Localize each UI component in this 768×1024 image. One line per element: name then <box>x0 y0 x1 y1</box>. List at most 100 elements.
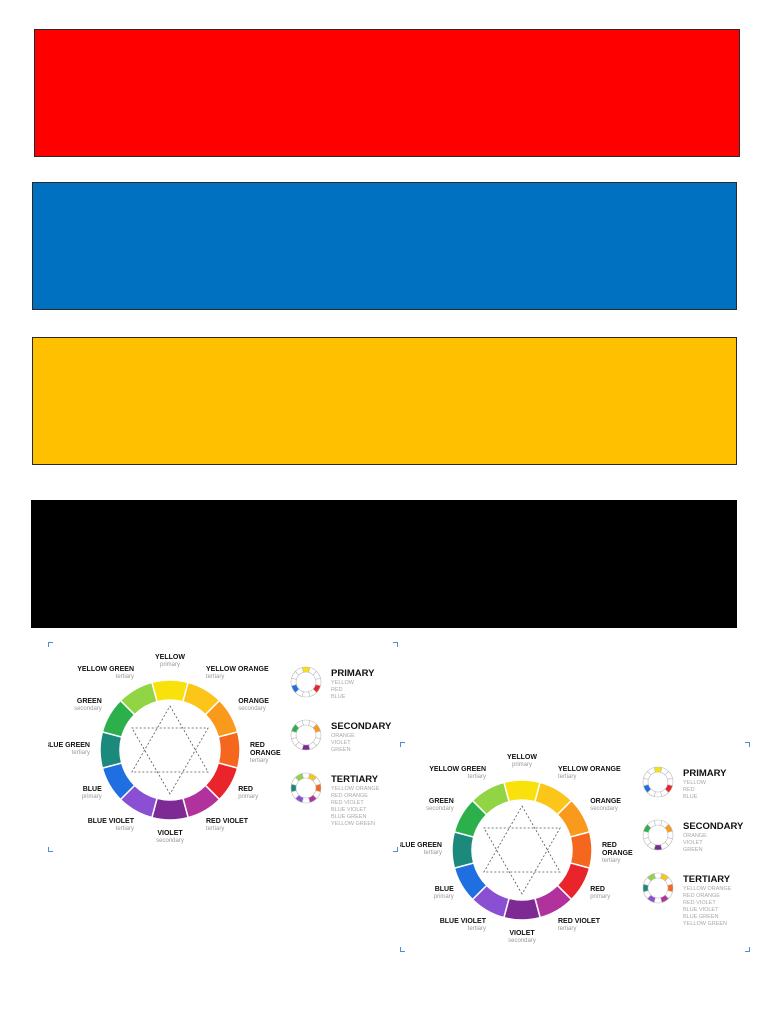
wheel-segment-blue-green <box>451 830 475 870</box>
wheel-sublabel-red-orange: tertiary <box>602 858 620 864</box>
wheel-segment-yellow <box>150 679 190 703</box>
color-wheel-image-1: YELLOW primary YELLOW ORANGE tertiary ORANGE… <box>48 642 398 852</box>
wheel-sublabel-blue-violet: tertiary <box>468 926 486 932</box>
legend-wheel-segment <box>646 767 656 776</box>
legend-title-tertiary: TERTIARY <box>683 874 731 885</box>
legend-item: YELLOW <box>683 780 707 786</box>
legend-item: ORANGE <box>331 733 355 739</box>
legend-wheel-segment <box>646 820 656 829</box>
legend-item: YELLOW GREEN <box>331 821 375 827</box>
wheel-label-blue-green: BLUE GREEN <box>400 842 442 849</box>
wheel-label-green: GREEN <box>429 798 454 805</box>
dashed-triangle <box>131 705 209 773</box>
wheel-segment-red-orange <box>217 730 241 770</box>
legend-item: ORANGE <box>683 833 707 839</box>
wheel-label-yellow-orange: YELLOW ORANGE <box>558 766 621 773</box>
wheel-label-blue: BLUE <box>83 786 102 793</box>
wheel-segment-red-orange <box>569 830 593 870</box>
wheel-sublabel-yellow-green: tertiary <box>116 674 134 680</box>
legend-item: RED ORANGE <box>683 893 720 899</box>
legend-item: BLUE <box>331 694 346 700</box>
legend-item: YELLOW GREEN <box>683 921 727 927</box>
wheel-label-blue-violet: BLUE VIOLET <box>88 818 135 825</box>
wheel-sublabel-blue: primary <box>434 894 454 900</box>
legend-item: RED <box>331 687 343 693</box>
wheel-sublabel-red: primary <box>238 794 258 800</box>
legend-item: YELLOW ORANGE <box>331 786 380 792</box>
black-band <box>31 500 737 628</box>
wheel-label-red-violet: RED VIOLET <box>206 818 249 825</box>
legend-title-secondary: SECONDARY <box>331 721 392 732</box>
legend-title-primary: PRIMARY <box>331 668 375 679</box>
legend-item: RED ORANGE <box>331 793 368 799</box>
wheel-sublabel-yellow: primary <box>512 762 532 768</box>
legend-item: BLUE GREEN <box>331 814 366 820</box>
wheel-label-yellow-orange: YELLOW ORANGE <box>206 666 269 673</box>
wheel-label-red-violet: RED VIOLET <box>558 918 601 925</box>
color-wheel-image-2: YELLOW primary YELLOW ORANGE tertiary ORANGE… <box>400 742 750 952</box>
legend-item: RED VIOLET <box>331 800 364 806</box>
wheel-label-orange: ORANGE <box>238 698 269 705</box>
wheel-segment-yellow <box>502 779 542 803</box>
legend-item: BLUE GREEN <box>683 914 718 920</box>
wheel-sublabel-blue: primary <box>82 794 102 800</box>
legend-wheel-segment <box>294 773 304 782</box>
wheel-label-violet: VIOLET <box>157 830 183 837</box>
wheel-label-red: RED <box>590 886 605 893</box>
wheel-segment-yellow-green <box>471 781 510 816</box>
wheel-label-red-orange: ORANGE <box>602 850 633 857</box>
legend-item: BLUE <box>683 794 698 800</box>
wheel-sublabel-violet: secondary <box>156 838 184 844</box>
wheel-sublabel-red-orange: tertiary <box>250 758 268 764</box>
red-band <box>34 29 740 157</box>
legend-item: VIOLET <box>331 740 351 746</box>
legend-item: BLUE VIOLET <box>683 907 719 913</box>
wheel-sublabel-yellow: primary <box>160 662 180 668</box>
wheel-sublabel-orange: secondary <box>238 706 266 712</box>
wheel-segment-yellow-green <box>119 681 158 716</box>
wheel-sublabel-orange: secondary <box>590 806 618 812</box>
wheel-label-yellow: YELLOW <box>507 754 537 761</box>
wheel-sublabel-blue-green: tertiary <box>424 850 442 856</box>
wheel-label-blue-green: BLUE GREEN <box>48 742 90 749</box>
wheel-label-red-orange: RED <box>250 742 265 749</box>
legend-wheel-segment <box>294 667 304 676</box>
blue-band <box>32 182 737 310</box>
dashed-triangle <box>131 727 209 795</box>
legend-title-secondary: SECONDARY <box>683 821 744 832</box>
wheel-sublabel-blue-violet: tertiary <box>116 826 134 832</box>
legend-item: YELLOW ORANGE <box>683 886 732 892</box>
wheel-label-violet: VIOLET <box>509 930 535 937</box>
wheel-label-red-orange: RED <box>602 842 617 849</box>
wheel-segment-violet <box>502 897 542 921</box>
wheel-label-yellow: YELLOW <box>155 654 185 661</box>
dashed-triangle <box>483 805 561 873</box>
legend-item: GREEN <box>331 747 351 753</box>
yellow-band <box>32 337 737 465</box>
legend-item: YELLOW <box>331 680 355 686</box>
wheel-sublabel-yellow-orange: tertiary <box>558 774 576 780</box>
legend-item: RED VIOLET <box>683 900 716 906</box>
legend-title-tertiary: TERTIARY <box>331 774 379 785</box>
wheel-label-yellow-green: YELLOW GREEN <box>429 766 486 773</box>
wheel-sublabel-green: secondary <box>74 706 102 712</box>
wheel-sublabel-yellow-green: tertiary <box>468 774 486 780</box>
wheel-sublabel-green: secondary <box>426 806 454 812</box>
wheel-label-orange: ORANGE <box>590 798 621 805</box>
wheel-sublabel-red-violet: tertiary <box>206 826 224 832</box>
wheel-sublabel-yellow-orange: tertiary <box>206 674 224 680</box>
wheel-label-green: GREEN <box>77 698 102 705</box>
legend-item: BLUE VIOLET <box>331 807 367 813</box>
wheel-label-red-orange: ORANGE <box>250 750 281 757</box>
wheel-sublabel-red-violet: tertiary <box>558 926 576 932</box>
legend-item: GREEN <box>683 847 703 853</box>
wheel-sublabel-red: primary <box>590 894 610 900</box>
wheel-label-red: RED <box>238 786 253 793</box>
legend-item: VIOLET <box>683 840 703 846</box>
